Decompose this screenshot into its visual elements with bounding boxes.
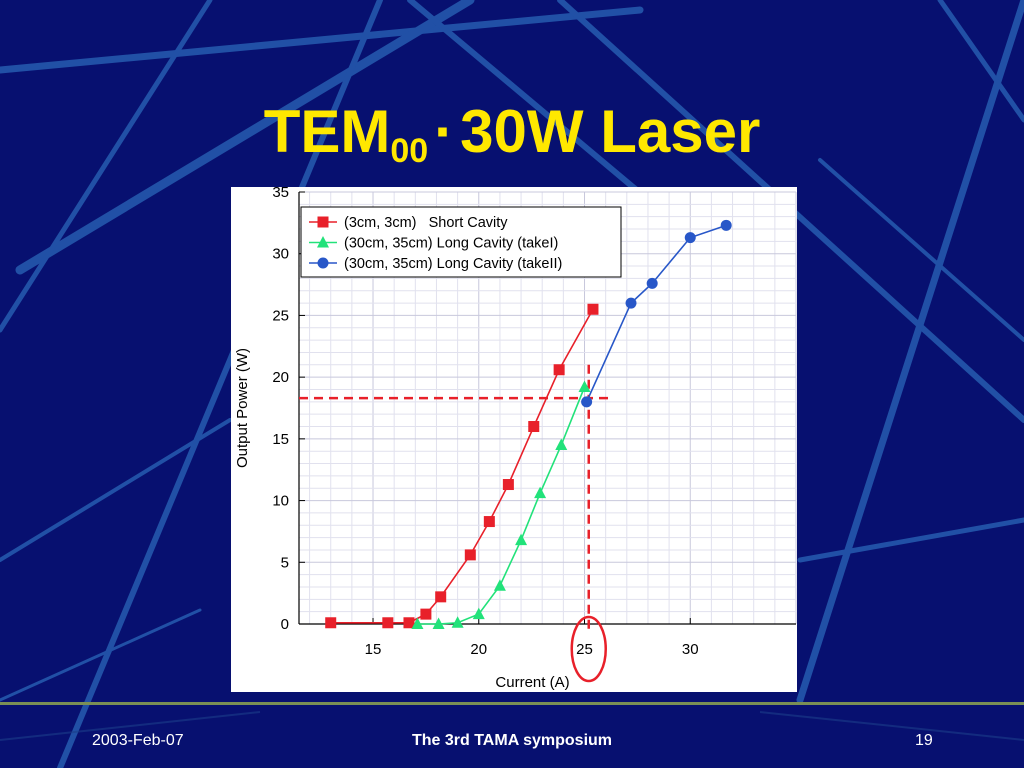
legend-entry-label: (30cm, 35cm) Long Cavity (takeI)	[344, 236, 558, 252]
series-2	[411, 380, 591, 629]
data-point	[464, 549, 476, 561]
x-tick-label: 15	[365, 641, 382, 658]
footer-page-number: 19	[915, 732, 933, 749]
legend-box	[300, 206, 622, 278]
y-tick-label: 5	[281, 554, 289, 571]
power-vs-current-chart: 15 20 25 30 0 5 10 15 20 25 30 35 Current (A) Output …	[234, 187, 797, 691]
slide-title: TEM00 · 30W Laser	[0, 92, 1024, 191]
data-point	[578, 380, 591, 393]
data-point	[587, 303, 599, 315]
data-point	[502, 479, 514, 491]
series-1	[325, 303, 599, 629]
data-point	[435, 591, 447, 603]
data-point	[534, 486, 547, 499]
data-point	[515, 533, 528, 546]
y-tick-label: 30	[272, 246, 289, 263]
data-point	[646, 277, 658, 289]
data-point	[325, 617, 337, 629]
data-point	[403, 617, 415, 629]
data-point	[432, 617, 445, 629]
data-point	[451, 616, 464, 628]
y-tick-label: 20	[272, 369, 289, 386]
y-tick-label: 35	[272, 187, 289, 201]
series-line	[330, 308, 594, 624]
legend: (3cm, 3cm) Short Cavity (30cm, 35cm) Long…	[300, 206, 622, 278]
data-point	[684, 232, 696, 244]
data-point	[581, 396, 593, 408]
footer-event-name: The 3rd TAMA symposium	[411, 732, 613, 749]
y-tick-label: 0	[281, 616, 289, 633]
x-tick-label: 25	[576, 641, 593, 658]
data-point	[553, 364, 565, 376]
y-tick-label: 25	[272, 307, 289, 324]
footer-date: 2003-Feb-07	[92, 732, 184, 749]
x-tick-label: 20	[470, 641, 487, 658]
data-point	[625, 297, 637, 309]
title-separator: ·	[434, 98, 455, 165]
x-tick-label: 30	[682, 641, 699, 658]
data-point	[420, 608, 432, 620]
y-tick-label: 10	[272, 493, 289, 510]
data-point	[720, 219, 732, 231]
data-point	[411, 617, 424, 629]
legend-marker	[317, 257, 329, 269]
chart-panel: 15 20 25 30 0 5 10 15 20 25 30 35 Current (A) Output …	[231, 187, 797, 692]
legend-entry-label: (30cm, 35cm) Long Cavity (takeII)	[344, 256, 562, 272]
series-3	[581, 219, 732, 408]
footer-divider	[0, 702, 1024, 705]
y-tick-label: 15	[272, 431, 289, 448]
highlight-circle	[570, 615, 607, 683]
legend-marker	[317, 236, 329, 248]
title-main: TEM	[263, 98, 391, 165]
title-rest: 30W Laser	[460, 98, 761, 165]
data-point	[555, 438, 568, 451]
data-point	[493, 579, 506, 591]
data-point	[528, 421, 540, 433]
data-point	[472, 607, 485, 620]
legend-entry-label: (3cm, 3cm) Short Cavity	[344, 215, 508, 231]
data-point	[382, 617, 394, 629]
y-axis-label: Output Power (W)	[234, 348, 251, 468]
x-axis-label: Current (A)	[495, 674, 569, 691]
legend-marker	[317, 216, 329, 228]
data-point	[483, 516, 495, 528]
title-subscript: 00	[390, 132, 429, 170]
